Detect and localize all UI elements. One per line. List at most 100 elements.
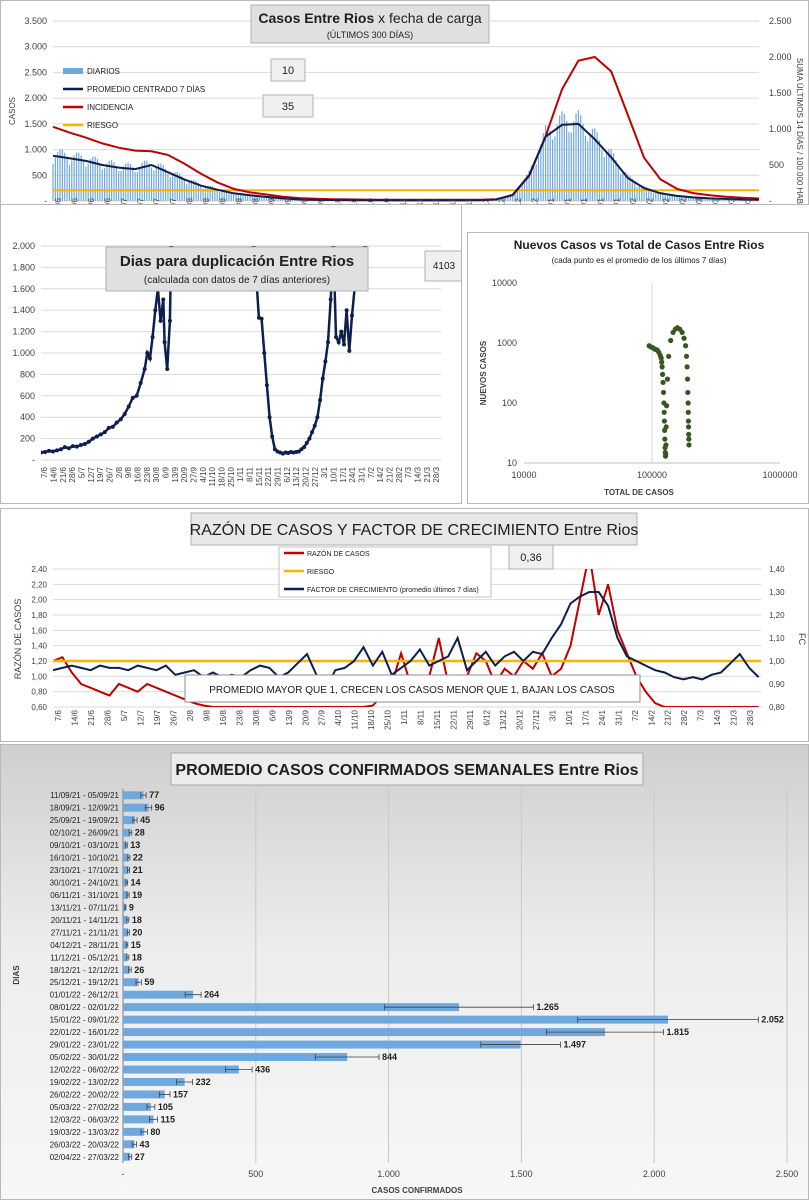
title-box	[170, 752, 644, 786]
duplicacion-point	[259, 316, 264, 321]
annotation-value: 35	[282, 101, 294, 113]
x-tick-label: 14/6	[71, 709, 80, 725]
x-tick-label: 13/12	[292, 466, 301, 487]
scatter-point	[659, 371, 666, 377]
x-tick-label: 21/6	[87, 197, 96, 205]
data-label: 77	[149, 790, 159, 800]
daily-bar	[662, 192, 664, 201]
daily-bar	[612, 153, 615, 201]
duplicacion-point	[66, 446, 71, 451]
x-tick-label: 6/12	[283, 466, 292, 482]
daily-bar	[148, 163, 150, 201]
category-label: 05/02/22 - 30/01/22	[50, 1053, 120, 1062]
bar	[123, 1152, 131, 1161]
data-label: 9	[129, 902, 134, 912]
legend-label: RIESGO	[87, 121, 118, 130]
category-label: 13/11/21 - 07/11/21	[51, 903, 120, 912]
x-tick-label: 31/1	[614, 709, 623, 725]
x-tick-label: 28/6	[103, 197, 112, 205]
duplicacion-point	[58, 447, 63, 452]
daily-bar	[279, 197, 282, 201]
duplicacion-point	[62, 445, 67, 450]
duplicacion-point	[264, 383, 269, 388]
x-tick-label: 27/12	[532, 709, 541, 730]
bar	[123, 978, 139, 987]
category-label: 12/02/22 - 06/02/22	[50, 1066, 120, 1075]
duplicacion-point	[296, 449, 301, 454]
y-tick-label: 0,80	[769, 703, 785, 712]
duplicacion-point	[110, 424, 115, 429]
daily-bar	[559, 115, 561, 201]
scatter-point	[684, 364, 690, 370]
daily-bar	[645, 186, 648, 201]
daily-bar	[225, 190, 228, 201]
duplicacion-point	[90, 436, 95, 441]
x-tick-label: 15/11	[432, 197, 441, 205]
daily-bar	[688, 197, 690, 201]
daily-bar	[247, 194, 249, 201]
duplicacion-point	[262, 351, 267, 355]
x-tick-label: 11/10	[208, 466, 217, 486]
duplicacion-point	[147, 356, 152, 361]
scatter-point	[685, 418, 692, 424]
data-label: 844	[382, 1052, 397, 1062]
chart-dias-duplicacion: - 200 400 600 800 1.000 1.200 1.400 1.600 1.800 2.…	[0, 204, 462, 504]
daily-bar	[197, 183, 200, 201]
y-tick-label: 1,20	[31, 657, 47, 666]
daily-bar	[690, 196, 692, 201]
bar	[123, 1102, 151, 1111]
category-label: 11/09/21 - 05/09/21	[50, 791, 119, 800]
y-axis-label: RAZÓN DE CASOS	[13, 599, 23, 680]
x-tick-label: -	[122, 1169, 125, 1179]
daily-bar	[108, 160, 110, 201]
duplicacion-point	[86, 439, 91, 444]
x-tick-label: 2.500	[776, 1169, 799, 1179]
x-tick-label: 8/11	[245, 466, 254, 482]
x-tick-label: 3/1	[320, 466, 329, 478]
category-label: 01/01/22 - 26/12/21	[50, 991, 120, 1000]
x-tick-label: 29/11	[273, 466, 282, 486]
legend-swatch	[63, 68, 83, 74]
x-tick-label: 23/8	[235, 709, 244, 725]
bar	[123, 1115, 154, 1124]
scatter-point	[686, 431, 692, 437]
scatter-point	[661, 409, 667, 415]
x-tick-label: 13/9	[171, 466, 180, 482]
daily-bar	[179, 173, 181, 201]
data-label: 21	[133, 865, 143, 875]
data-label: 18	[132, 952, 142, 962]
x-tick-label: 31/1	[357, 466, 366, 482]
daily-bar	[181, 176, 183, 201]
duplicacion-point	[130, 395, 135, 400]
daily-bar	[648, 188, 650, 201]
daily-bar	[587, 141, 589, 201]
daily-bar	[240, 193, 242, 201]
bar	[123, 1015, 669, 1024]
legend-label: PROMEDIO CENTRADO 7 DÍAS	[87, 85, 205, 94]
x-tick-label: 6/9	[268, 709, 277, 721]
scatter-point	[685, 389, 691, 396]
y-tick-label: 1000	[497, 338, 517, 348]
daily-bar	[172, 174, 174, 201]
x-tick-label: 23/8	[235, 197, 244, 205]
x-tick-label: 20/9	[301, 197, 310, 205]
x-tick-label: 22/11	[264, 466, 273, 486]
y-tick-label: 0,80	[31, 688, 47, 697]
daily-bar	[162, 165, 164, 201]
data-label: 1.497	[563, 1040, 586, 1050]
x-tick-label: 4/10	[334, 709, 343, 725]
scatter-point	[682, 343, 689, 349]
factor-line	[53, 591, 760, 691]
daily-bar	[216, 189, 218, 201]
daily-bar	[143, 160, 146, 201]
daily-bar	[99, 163, 101, 201]
y-tick-label: 1.200	[12, 327, 35, 337]
duplicacion-point	[320, 376, 325, 381]
daily-bar	[261, 195, 263, 201]
daily-bar	[146, 160, 148, 201]
bar	[123, 903, 126, 912]
y-tick-label: 1.400	[12, 305, 35, 315]
y-tick-label: 1.500	[24, 119, 47, 129]
daily-bar	[540, 144, 542, 201]
x-tick-label: 31/1	[613, 197, 622, 205]
